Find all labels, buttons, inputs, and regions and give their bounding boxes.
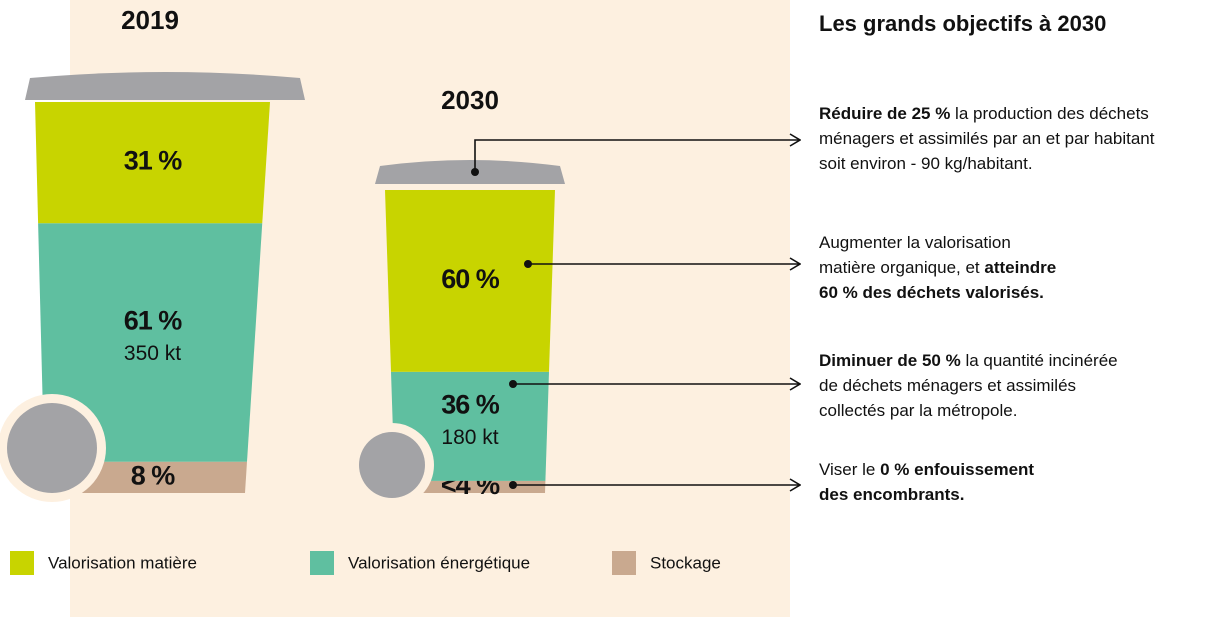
objective-text: des encombrants. bbox=[819, 485, 965, 504]
objective-text: de déchets ménagers et assimilés bbox=[819, 376, 1076, 395]
year-title: 2019 bbox=[121, 5, 179, 35]
objective-text: soit environ - 90 kg/habitant. bbox=[819, 154, 1033, 173]
legend-label: Valorisation matière bbox=[48, 553, 197, 572]
value-label: 31 % bbox=[124, 146, 183, 176]
objective-line: soit environ - 90 kg/habitant. bbox=[819, 154, 1033, 173]
connector-dot bbox=[509, 481, 517, 489]
bin-lid bbox=[25, 72, 305, 100]
objective-line: Diminuer de 50 % la quantité incinérée bbox=[819, 351, 1118, 370]
legend-swatch bbox=[10, 551, 34, 575]
objective-text: la quantité incinérée bbox=[961, 351, 1118, 370]
tonnage-label: 180 kt bbox=[441, 426, 498, 449]
year-title: 2030 bbox=[441, 85, 499, 115]
objective-line: ménagers et assimilés par an et par habi… bbox=[819, 129, 1155, 148]
objective-text: 0 % enfouissement bbox=[880, 460, 1034, 479]
connector-dot bbox=[524, 260, 532, 268]
objectives-title: Les grands objectifs à 2030 bbox=[819, 11, 1106, 36]
objective-line: 60 % des déchets valorisés. bbox=[819, 283, 1044, 302]
objective-line: matière organique, et atteindre bbox=[819, 258, 1056, 277]
objective-line: des encombrants. bbox=[819, 485, 965, 504]
objective-line: Viser le 0 % enfouissement bbox=[819, 460, 1034, 479]
objective-text: matière organique, et bbox=[819, 258, 984, 277]
objective-text: Viser le bbox=[819, 460, 880, 479]
legend-swatch bbox=[310, 551, 334, 575]
value-label: 36 % bbox=[441, 389, 500, 419]
objective-text: Diminuer de 50 % bbox=[819, 351, 961, 370]
objective-text: la production des déchets bbox=[950, 104, 1148, 123]
objective-text: collectés par la métropole. bbox=[819, 401, 1017, 420]
connector bbox=[474, 140, 800, 172]
objective-line: de déchets ménagers et assimilés bbox=[819, 376, 1076, 395]
wheel bbox=[7, 403, 97, 493]
legend-swatch bbox=[612, 551, 636, 575]
bin-segment bbox=[385, 190, 555, 372]
wheel bbox=[359, 432, 425, 498]
tonnage-label: 350 kt bbox=[124, 342, 181, 365]
legend-label: Valorisation énergétique bbox=[348, 553, 530, 572]
connector-dot bbox=[471, 168, 479, 176]
objective-text: Augmenter la valorisation bbox=[819, 233, 1011, 252]
connector-dot bbox=[509, 380, 517, 388]
value-label: 61 % bbox=[124, 306, 183, 336]
objective-line: collectés par la métropole. bbox=[819, 401, 1017, 420]
objective-line: Augmenter la valorisation bbox=[819, 233, 1011, 252]
objective-text: Réduire de 25 % bbox=[819, 104, 950, 123]
value-label: 60 % bbox=[441, 264, 500, 294]
value-label: 8 % bbox=[131, 460, 176, 490]
bin-segment bbox=[35, 102, 270, 224]
objective-text: ménagers et assimilés par an et par habi… bbox=[819, 129, 1155, 148]
objective-line: Réduire de 25 % la production des déchet… bbox=[819, 104, 1149, 123]
objective-text: 60 % des déchets valorisés. bbox=[819, 283, 1044, 302]
legend-label: Stockage bbox=[650, 553, 721, 572]
bin-lid bbox=[375, 160, 565, 184]
objective-text: atteindre bbox=[984, 258, 1056, 277]
